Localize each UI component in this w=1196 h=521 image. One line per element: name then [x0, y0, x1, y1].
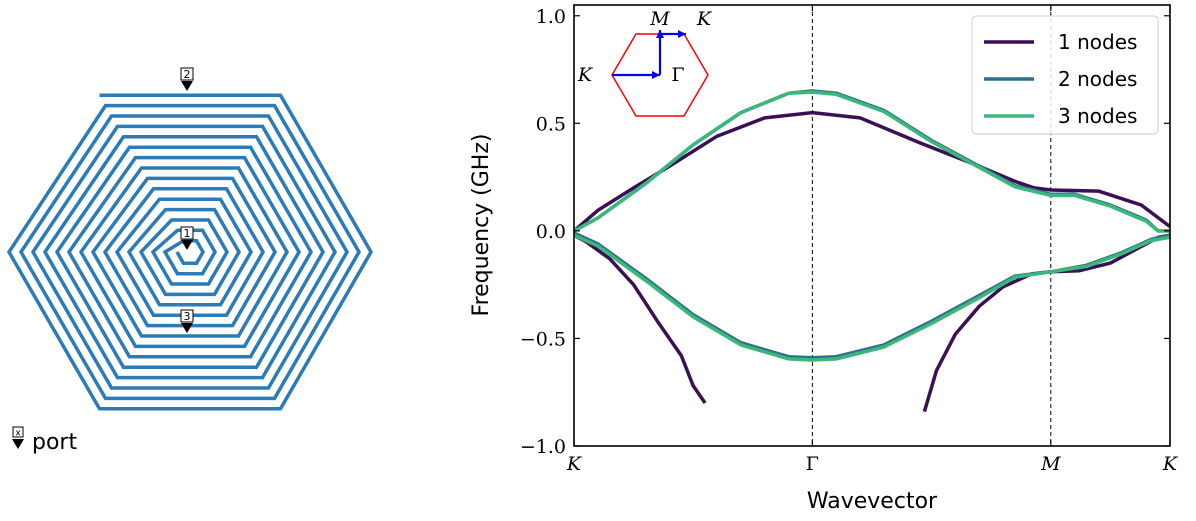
band-curves — [572, 89, 1172, 413]
port-arrow-icon — [181, 81, 193, 91]
port-legend-marker-arrow — [12, 439, 24, 449]
port-label: 2 — [184, 68, 191, 81]
band-line-series-3-band-1 — [573, 90, 1170, 233]
legend-label: 2 nodes — [1058, 67, 1137, 91]
y-tick-label: 0.0 — [536, 221, 566, 243]
legend-frame — [971, 15, 1159, 135]
band-chart: 1.0 0.5 0.0 −0.5 −1.0 K Γ M K Frequency (GHz) W… — [469, 4, 1179, 514]
port-arrow-icon — [181, 323, 193, 333]
k-path-arrows — [612, 30, 686, 79]
y-ticks: 1.0 0.5 0.0 −0.5 −1.0 — [520, 6, 1170, 458]
x-axis-label: Wavevector — [807, 489, 938, 514]
port-label: 3 — [184, 310, 191, 323]
legend-label: 3 nodes — [1058, 104, 1137, 128]
m-to-k-arrow-head — [678, 30, 686, 38]
port-marker-2: 2 — [180, 67, 194, 91]
port-box — [180, 309, 194, 323]
port-arrow-icon — [181, 240, 193, 250]
hexagonal-spiral — [6, 93, 374, 411]
inset-label-left-k: K — [577, 64, 594, 86]
port-marker-1: 1 — [180, 226, 194, 250]
x-tick-label: M — [1040, 453, 1061, 475]
y-axis-label: Frequency (GHz) — [469, 134, 494, 317]
brillouin-zone-inset: K Γ M K — [577, 8, 713, 117]
port-legend-marker-box — [12, 426, 24, 438]
spiral-panel: 1 2 3 x port — [6, 67, 374, 455]
port-box — [180, 67, 194, 81]
y-tick-label: 0.5 — [536, 113, 566, 135]
legend-label: 1 nodes — [1058, 30, 1137, 54]
inset-label-top-k: K — [696, 8, 713, 30]
band-line-series-1-band-3 — [922, 233, 1171, 413]
y-tick-label: −1.0 — [520, 436, 566, 458]
k-to-gamma-arrow-head — [652, 71, 660, 79]
inset-label-m: M — [649, 8, 670, 30]
inset-label-gamma: Γ — [671, 64, 684, 86]
x-tick-label: Γ — [806, 453, 819, 475]
brillouin-hexagon — [611, 33, 709, 117]
plot-frame — [573, 4, 1171, 447]
y-tick-label: 1.0 — [536, 6, 566, 28]
band-line-series-3-band-2 — [573, 233, 1171, 362]
x-tick-label: K — [566, 453, 583, 475]
port-legend-text: port — [32, 430, 77, 455]
ports: 1 2 3 — [180, 67, 194, 333]
port-marker-3: 3 — [180, 309, 194, 333]
port-label: 1 — [184, 227, 191, 240]
y-tick-label: −0.5 — [520, 328, 566, 350]
x-ticks: K Γ M K — [566, 5, 1179, 475]
port-legend: x port — [12, 426, 77, 455]
band-line-series-1-band-2 — [573, 233, 707, 404]
port-box — [180, 226, 194, 240]
x-tick-label: K — [1162, 453, 1179, 475]
port-legend-marker-label: x — [15, 429, 21, 439]
chart-legend: 1 nodes 2 nodes 3 nodes — [971, 15, 1159, 135]
